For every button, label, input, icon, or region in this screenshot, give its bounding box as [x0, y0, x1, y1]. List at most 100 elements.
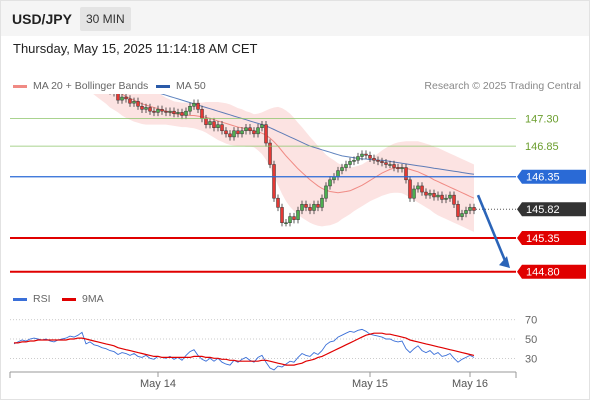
candle-body: [372, 158, 376, 161]
candle-body: [188, 106, 192, 112]
candle-body: [97, 80, 100, 82]
candle-body: [136, 101, 140, 107]
ma20-legend-label: MA 20 + Bollinger Bands: [33, 80, 149, 92]
rsi-tick-label: 30: [525, 353, 537, 365]
candle-body: [348, 161, 352, 165]
candle-body: [180, 112, 184, 116]
candle-body: [252, 130, 256, 135]
last-price-label: 145.82: [526, 204, 560, 216]
candle-body: [328, 179, 332, 187]
candle-body: [196, 102, 200, 110]
candle-body: [85, 65, 88, 79]
candle-body: [184, 110, 188, 116]
datetime-label: Thursday, May 15, 2025 11:14:18 AM CET: [13, 41, 258, 56]
candle-body: [93, 77, 96, 80]
candle-body: [456, 204, 460, 217]
candle-body: [472, 207, 476, 211]
candle-body: [204, 118, 208, 125]
chart-header: USD/JPY 30 MIN: [1, 1, 589, 36]
candle-body: [384, 162, 388, 165]
rsi-legend-label: RSI: [33, 293, 51, 305]
candle-body: [268, 142, 272, 165]
candle-body: [400, 167, 404, 170]
series-line-9ma: [14, 332, 475, 366]
candle-body: [13, 79, 16, 81]
candle-body: [336, 170, 340, 177]
candle-body: [312, 204, 316, 211]
candle-body: [408, 179, 412, 199]
timeframe-button[interactable]: 30 MIN: [80, 7, 131, 31]
candle-body: [61, 74, 64, 76]
candle-body: [320, 197, 324, 208]
candle-body: [172, 110, 176, 114]
candle-body: [228, 133, 232, 138]
candle-body: [296, 210, 300, 220]
candle-body: [440, 194, 444, 200]
main-plot-area: [13, 65, 476, 232]
candle-body: [132, 101, 136, 104]
candle-body: [344, 164, 348, 168]
candle-body: [324, 185, 328, 199]
candle-body: [216, 124, 220, 128]
x-tick-label: May 14: [140, 378, 176, 390]
ma20-swatch: [13, 84, 27, 88]
candle-body: [25, 76, 28, 78]
level-label: 147.30: [525, 114, 559, 126]
candle-body: [260, 124, 264, 128]
candle-body: [45, 74, 48, 75]
candle-body: [448, 194, 452, 199]
candle-body: [120, 96, 124, 101]
candle-body: [308, 207, 312, 211]
rsi-legend: RSI: [13, 293, 51, 305]
candle-body: [360, 153, 364, 157]
candle-body: [89, 77, 92, 79]
candle-body: [248, 127, 252, 132]
ma9-legend-label: 9MA: [82, 293, 104, 305]
candles: [13, 65, 476, 227]
candle-body: [380, 161, 384, 163]
candle-body: [33, 73, 36, 75]
candle-body: [160, 109, 164, 112]
candle-body: [212, 121, 216, 128]
candle-body: [49, 74, 52, 76]
ma50-line: [160, 94, 475, 175]
candle-body: [416, 185, 420, 190]
candle-body: [316, 204, 320, 208]
candle-body: [264, 124, 268, 144]
candle-body: [124, 96, 128, 100]
candle-body: [81, 65, 84, 69]
candle-body: [164, 110, 168, 113]
candle-body: [444, 197, 448, 200]
candle-body: [376, 159, 380, 162]
candle-body: [21, 76, 24, 78]
candle-body: [464, 210, 468, 214]
ma9-swatch: [62, 297, 76, 301]
candle-body: [53, 77, 56, 79]
candle-body: [140, 106, 144, 110]
bollinger-band: [93, 94, 474, 232]
candle-body: [105, 85, 108, 88]
candle-body: [220, 124, 224, 132]
candle-body: [144, 107, 148, 110]
rsi-tick-label: 50: [525, 334, 537, 346]
credit-label: Research © 2025 Trading Central: [424, 80, 581, 92]
symbol-label: USD/JPY: [12, 11, 72, 27]
candle-body: [41, 74, 44, 75]
candle-body: [432, 193, 436, 198]
series-line-rsi: [13, 328, 475, 371]
ma50-swatch: [156, 84, 170, 88]
candle-body: [288, 216, 292, 223]
candle-body: [148, 107, 152, 112]
level-badge: [517, 264, 586, 279]
level-badge-label: 145.35: [526, 233, 560, 245]
level-badge: [517, 169, 586, 184]
candle-body: [65, 73, 68, 74]
x-tick-label: May 16: [452, 378, 488, 390]
level-badge-label: 144.80: [526, 267, 560, 279]
candle-body: [168, 110, 172, 113]
candle-body: [37, 73, 40, 75]
x-tick-label: May 15: [352, 378, 388, 390]
level-label: 146.85: [525, 141, 559, 153]
candle-body: [276, 197, 280, 208]
